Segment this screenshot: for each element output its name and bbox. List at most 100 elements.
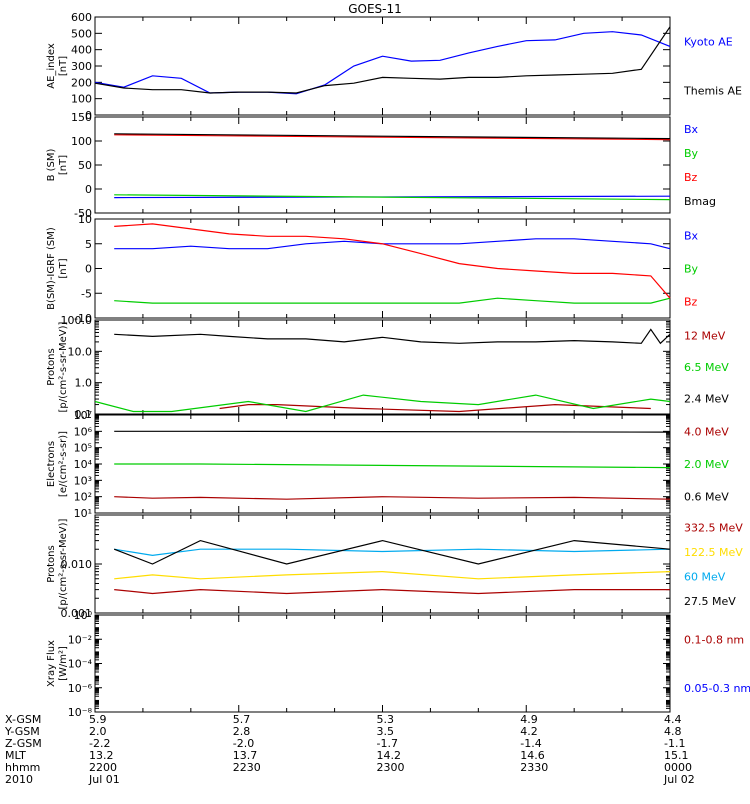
legend-label: By <box>684 263 699 276</box>
y-tick-label: 10⁻⁸ <box>68 706 93 719</box>
legend-label: Themis AE <box>683 85 742 98</box>
y-tick-label: 100 <box>71 93 92 106</box>
panel-frame <box>94 16 671 116</box>
footer-value: -2.2 <box>89 737 110 750</box>
y-tick-label: 100 <box>71 135 92 148</box>
footer-value: 4.9 <box>520 713 538 726</box>
footer-row-label: X-GSM <box>5 713 41 726</box>
footer-value: 2230 <box>233 761 261 774</box>
y-tick-label: 5 <box>85 238 92 251</box>
series-line <box>114 570 671 580</box>
y-tick-label: 10 <box>78 213 92 226</box>
footer-value: -1.7 <box>377 737 398 750</box>
footer-value: 5.7 <box>233 713 251 726</box>
panel-frame <box>94 514 671 614</box>
footer-row-label: Y-GSM <box>4 725 40 738</box>
footer-row-label: MLT <box>5 749 26 762</box>
footer-row-label: hhmm <box>5 761 40 774</box>
y-tick-label: 10⁴ <box>74 458 93 471</box>
series-line <box>114 588 670 595</box>
y-tick-label: 10⁵ <box>74 442 92 455</box>
legend-label: 0.05-0.3 nm <box>684 682 750 695</box>
footer-value: 4.8 <box>664 725 682 738</box>
footer-value: 2330 <box>520 761 548 774</box>
y-tick-label: 10.0 <box>68 345 93 358</box>
y-tick-label: 10⁻⁴ <box>68 658 93 671</box>
legend-label: 332.5 MeV <box>684 521 743 534</box>
series-line <box>114 133 671 140</box>
footer-value: 5.9 <box>89 713 107 726</box>
y-tick-label: -5 <box>81 287 92 300</box>
y-tick-label: -50 <box>74 207 92 220</box>
y-axis-label: [p/(cm²-s-sr-MeV)] <box>58 518 69 609</box>
footer-value: 14.2 <box>377 749 402 762</box>
footer-row-label: 2010 <box>5 773 33 786</box>
legend-label: 0.6 MeV <box>684 491 729 504</box>
y-tick-label: 100.0 <box>61 314 93 327</box>
y-axis-label: Electrons <box>46 441 57 487</box>
y-tick-label: 10⁰ <box>74 609 93 622</box>
series-line <box>114 223 671 299</box>
y-tick-label: 600 <box>71 11 92 24</box>
chart-title: GOES-11 <box>348 2 402 16</box>
footer-value: 15.1 <box>664 749 689 762</box>
panel-frame <box>94 614 671 713</box>
y-axis-label: Xray Flux <box>46 640 57 687</box>
legend-label: Bx <box>684 123 699 136</box>
series-line <box>114 496 671 500</box>
y-axis-label: Protons <box>46 348 57 385</box>
footer-value: 2.8 <box>233 725 251 738</box>
legend-label: 6.5 MeV <box>684 361 729 374</box>
footer-value: 2.0 <box>89 725 107 738</box>
y-tick-label: 0 <box>85 183 92 196</box>
legend-label: 2.0 MeV <box>684 458 729 471</box>
y-axis-label: AE_index <box>46 43 57 89</box>
footer-value: 4.2 <box>520 725 538 738</box>
y-axis-label: B (SM) <box>46 148 57 181</box>
legend-label: 27.5 MeV <box>684 595 736 608</box>
footer-value: -1.1 <box>664 737 685 750</box>
series-line <box>94 26 671 94</box>
y-tick-label: 500 <box>71 27 92 40</box>
y-axis-label: [nT] <box>58 56 69 76</box>
y-tick-label: 0 <box>85 109 92 122</box>
series-line <box>114 548 671 557</box>
legend-label: By <box>684 147 699 160</box>
y-tick-label: 0.001 <box>61 607 93 620</box>
footer-value: Jul 02 <box>663 773 695 786</box>
y-tick-label: 200 <box>71 76 92 89</box>
y-tick-label: 400 <box>71 44 92 57</box>
footer-value: 14.6 <box>520 749 545 762</box>
y-axis-label: [nT] <box>58 258 69 278</box>
y-axis-label: B(SM)-IGRF (SM) <box>46 227 57 310</box>
series-line <box>94 394 671 413</box>
footer-value: 4.4 <box>664 713 682 726</box>
footer-value: 13.2 <box>89 749 114 762</box>
y-tick-label: 10³ <box>74 474 92 487</box>
series-line <box>114 297 671 304</box>
legend-label: 2.4 MeV <box>684 392 729 405</box>
series-line <box>219 403 651 413</box>
y-tick-label: 10⁶ <box>74 425 93 438</box>
y-axis-label: [p/(cm²-s-sr-MeV)] <box>58 321 69 412</box>
y-axis-label: [e/(cm²-s-sr)] <box>58 431 69 497</box>
footer-value: 2200 <box>89 761 117 774</box>
footer-value: Jul 01 <box>88 773 120 786</box>
footer-value: 13.7 <box>233 749 258 762</box>
y-axis-label: [nT] <box>58 155 69 175</box>
legend-label: 12 MeV <box>684 330 726 343</box>
y-tick-label: 0.1 <box>75 408 93 421</box>
series-line <box>114 134 671 141</box>
panel-frame <box>94 319 671 415</box>
legend-label: 0.1-0.8 nm <box>684 633 744 646</box>
y-axis-label: [W/m²] <box>58 646 69 681</box>
y-tick-label: 10⁷ <box>74 409 92 422</box>
y-axis-label: Protons <box>46 545 57 582</box>
y-tick-label: 1.0 <box>75 377 93 390</box>
y-tick-label: -10 <box>74 312 92 325</box>
y-tick-label: 0.010 <box>61 558 93 571</box>
footer-value: -2.0 <box>233 737 254 750</box>
legend-label: Bx <box>684 230 699 243</box>
footer-value: 2300 <box>377 761 405 774</box>
